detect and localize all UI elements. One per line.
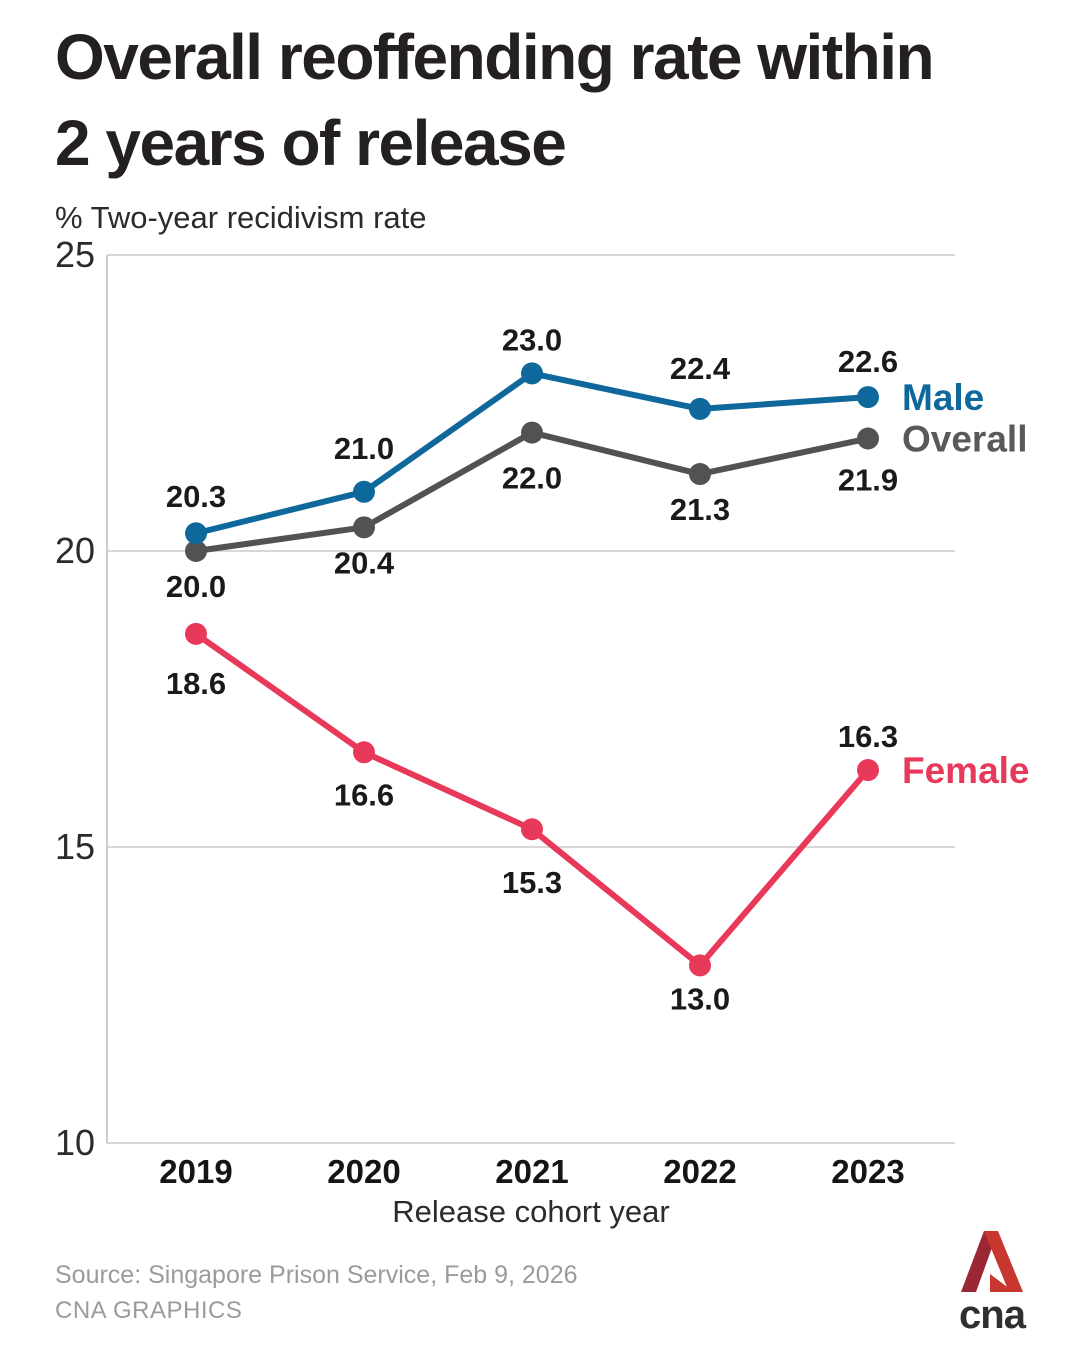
data-point-male-2023	[857, 386, 879, 409]
value-label-female-2020: 16.6	[334, 777, 394, 812]
cna-logo-left-stroke	[961, 1231, 998, 1292]
value-label-male-2019: 20.3	[166, 479, 226, 514]
x-axis-title: Release cohort year	[392, 1194, 669, 1229]
data-point-female-2023	[857, 759, 879, 782]
source-note: Source: Singapore Prison Service, Feb 9,…	[55, 1261, 578, 1289]
y-tick-label-10: 10	[55, 1122, 95, 1163]
series-line-male	[193, 370, 871, 537]
credit-note: CNA GRAPHICS	[55, 1297, 243, 1324]
cna-logo: cna	[959, 1231, 1028, 1337]
y-tick-label-15: 15	[55, 826, 95, 867]
y-tick-label-20: 20	[55, 530, 95, 571]
value-label-overall-2020: 20.4	[334, 545, 395, 580]
cna-logo-text: cna	[959, 1293, 1027, 1337]
x-tick-label-2022: 2022	[663, 1153, 736, 1190]
data-point-male-2019	[185, 522, 207, 545]
data-point-overall-2021	[521, 421, 543, 444]
series-label-male: Male	[902, 377, 984, 418]
data-point-overall-2019	[185, 540, 207, 562]
cna-logo-fold	[990, 1274, 1014, 1292]
value-label-female-2023: 16.3	[838, 719, 898, 754]
data-point-overall-2020	[353, 516, 375, 539]
data-point-overall-2023	[857, 427, 879, 450]
y-axis-title: % Two-year recidivism rate	[55, 200, 427, 235]
data-point-female-2019	[185, 622, 207, 645]
value-label-overall-2021: 22.0	[502, 461, 562, 496]
x-tick-label-2023: 2023	[831, 1153, 904, 1190]
x-tick-label-2020: 2020	[327, 1153, 400, 1190]
series-line-female	[193, 630, 871, 969]
value-label-male-2020: 21.0	[334, 431, 394, 466]
data-point-female-2020	[353, 741, 375, 764]
value-label-female-2022: 13.0	[670, 981, 730, 1016]
value-label-overall-2023: 21.9	[838, 463, 898, 498]
value-label-female-2021: 15.3	[502, 865, 562, 900]
value-label-male-2022: 22.4	[670, 351, 731, 386]
data-point-female-2021	[521, 818, 543, 841]
value-label-male-2023: 22.6	[838, 344, 898, 379]
data-point-overall-2022	[689, 463, 711, 486]
x-tick-label-2019: 2019	[159, 1153, 232, 1190]
cna-logo-right-stroke	[984, 1231, 1023, 1292]
data-point-male-2020	[353, 480, 375, 503]
series-label-overall: Overall	[902, 419, 1027, 460]
x-tick-label-2021: 2021	[495, 1153, 568, 1190]
data-point-male-2021	[521, 362, 543, 385]
series-label-female: Female	[902, 750, 1030, 791]
value-label-female-2019: 18.6	[166, 666, 226, 701]
value-label-male-2021: 23.0	[502, 322, 562, 357]
chart-title: Overall reoffending rate within 2 years …	[55, 21, 935, 179]
data-point-female-2022	[689, 954, 711, 977]
value-label-overall-2022: 21.3	[670, 492, 730, 527]
value-label-overall-2019: 20.0	[166, 569, 226, 604]
data-point-male-2022	[689, 397, 711, 420]
y-tick-label-25: 25	[55, 234, 95, 275]
